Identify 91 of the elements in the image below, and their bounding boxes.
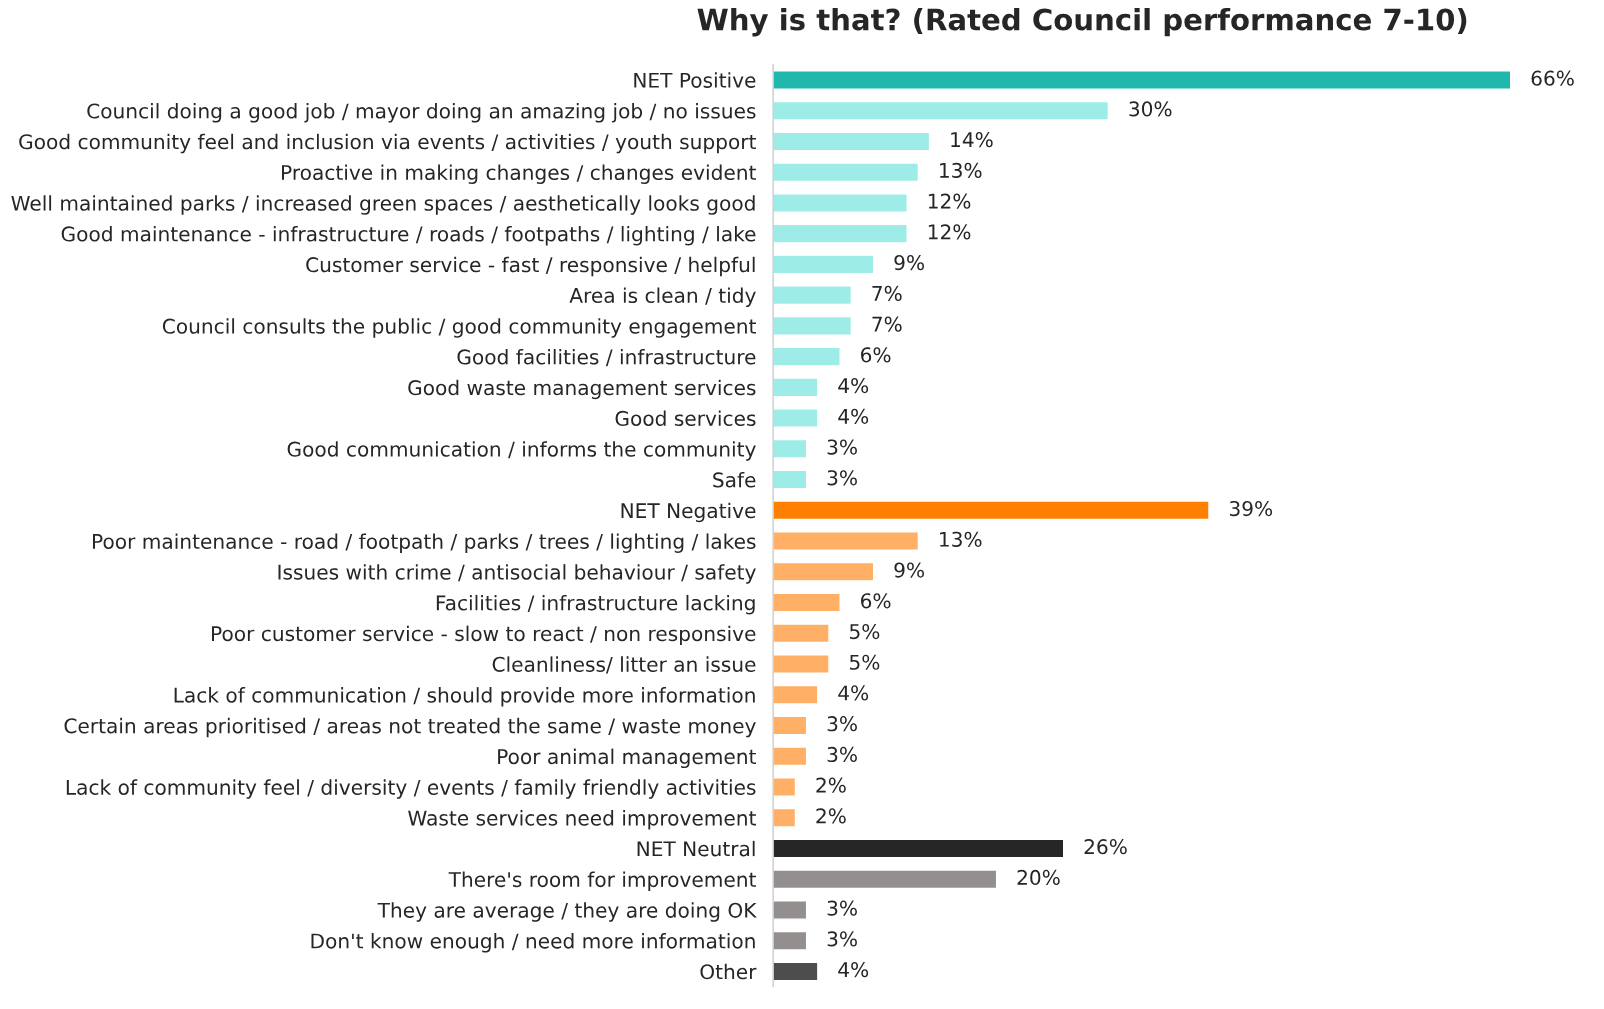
- bar: [773, 807, 797, 828]
- bar: [773, 777, 797, 797]
- y-tick-label: NET Negative: [621, 502, 756, 523]
- bar: [773, 746, 808, 767]
- y-tick-label: Poor maintenance - road / footpath / parks / trees / lighting / lakes: [93, 533, 756, 553]
- y-tick-label: Area is clean / tidy: [569, 287, 756, 307]
- y-tick-label: Good facilities / infrastructure: [457, 348, 756, 367]
- data-label: 6%: [861, 593, 891, 609]
- data-label: 2%: [816, 808, 846, 824]
- y-tick-label: Safe: [713, 471, 756, 488]
- data-label: 39%: [1229, 500, 1273, 517]
- y-tick-label: Lack of communication / should provide more information: [174, 687, 755, 707]
- y-tick-label: Good services: [615, 410, 756, 427]
- data-label: 3%: [827, 746, 857, 763]
- bar: [773, 961, 819, 982]
- data-label: 12%: [928, 193, 971, 209]
- data-label: 3%: [827, 439, 857, 455]
- bar: [773, 254, 875, 275]
- data-label: 2%: [816, 777, 846, 793]
- data-label: 5%: [850, 623, 880, 640]
- data-label: 12%: [928, 224, 971, 240]
- y-tick-label: Good community feel and inclusion via events / activities / youth support: [19, 133, 756, 154]
- y-tick-label: Council doing a good job / mayor doing an amazing job / no issues: [87, 103, 756, 123]
- bar: [773, 162, 920, 183]
- data-label: 13%: [940, 531, 982, 547]
- y-tick-label: There's room for improvement: [448, 871, 756, 892]
- y-tick-label: Good communication / informs the community: [287, 441, 756, 461]
- data-label: 5%: [850, 654, 880, 670]
- bar: [773, 838, 1065, 859]
- chart-title: Why is that? (Rated Council performance 7-10): [697, 7, 1467, 37]
- y-tick-label: Other: [700, 963, 757, 980]
- y-tick-label: Certain areas prioritised / areas not treated the same / waste money: [64, 717, 756, 738]
- y-tick-label: Lack of community feel / diversity / events / family friendly activities: [66, 779, 756, 799]
- y-tick-label: Poor customer service - slow to react / non responsive: [212, 625, 756, 646]
- data-label: 14%: [951, 132, 993, 148]
- bar: [773, 900, 808, 920]
- data-label: 26%: [1084, 839, 1127, 855]
- data-label: 3%: [827, 900, 857, 916]
- y-tick-label: Facilities / infrastructure lacking: [436, 594, 755, 615]
- data-label: 7%: [872, 285, 902, 301]
- data-label: 3%: [827, 470, 857, 486]
- bar: [773, 531, 920, 551]
- bar: [773, 70, 1512, 90]
- bar: [773, 315, 853, 336]
- y-tick-label: They are average / they are doing OK: [377, 902, 757, 922]
- bar: [773, 285, 853, 306]
- bar: [773, 192, 908, 213]
- bar: [773, 469, 808, 490]
- data-label: 13%: [940, 162, 982, 179]
- y-tick-label: Council consults the public / good community engagement: [162, 318, 756, 338]
- data-label: 9%: [894, 255, 924, 271]
- y-tick-label: Good maintenance - infrastructure / roads / footpaths / lighting / lake: [61, 226, 756, 246]
- y-tick-label: Customer service - fast / responsive / helpful: [306, 256, 755, 277]
- bar: [773, 684, 819, 705]
- data-label: 4%: [838, 685, 869, 701]
- y-tick-label: Issues with crime / antisocial behaviour / safety: [278, 564, 756, 584]
- y-tick-label: Waste services need improvement: [408, 810, 756, 830]
- bar: [773, 131, 931, 152]
- y-tick-label: NET Positive: [634, 72, 756, 88]
- bar: [773, 346, 841, 367]
- y-tick-label: Poor animal management: [498, 748, 756, 769]
- data-label: 4%: [838, 377, 869, 394]
- y-tick-label: Good waste management services: [408, 379, 756, 400]
- bar: [773, 715, 808, 736]
- bar: [773, 223, 908, 244]
- bar: [773, 408, 819, 429]
- y-tick-label: Cleanliness/ litter an issue: [492, 656, 756, 674]
- data-label: 9%: [894, 562, 924, 578]
- bar: [773, 930, 808, 951]
- bar: [773, 623, 830, 644]
- data-label: 3%: [827, 931, 857, 947]
- data-label: 4%: [838, 962, 869, 978]
- bar: [773, 592, 841, 613]
- y-tick-label: NET Neutral: [637, 840, 755, 857]
- data-label: 3%: [827, 716, 857, 732]
- bar: [773, 869, 998, 890]
- bar: [773, 561, 875, 582]
- bar: [773, 654, 830, 674]
- data-label: 6%: [861, 347, 891, 363]
- bar: [773, 438, 808, 459]
- y-tick-label: Don't know enough / need more information: [311, 933, 755, 953]
- data-label: 20%: [1017, 869, 1060, 886]
- bar: [773, 377, 819, 398]
- bar: [773, 100, 1110, 121]
- data-label: 7%: [872, 316, 902, 332]
- data-label: 66%: [1531, 70, 1574, 86]
- data-label: 4%: [838, 408, 869, 424]
- bar: [773, 500, 1210, 521]
- y-tick-label: Well maintained parks / increased green spaces / aesthetically looks good: [11, 195, 755, 215]
- data-label: 30%: [1129, 101, 1172, 117]
- y-tick-label: Proactive in making changes / changes evident: [282, 164, 756, 185]
